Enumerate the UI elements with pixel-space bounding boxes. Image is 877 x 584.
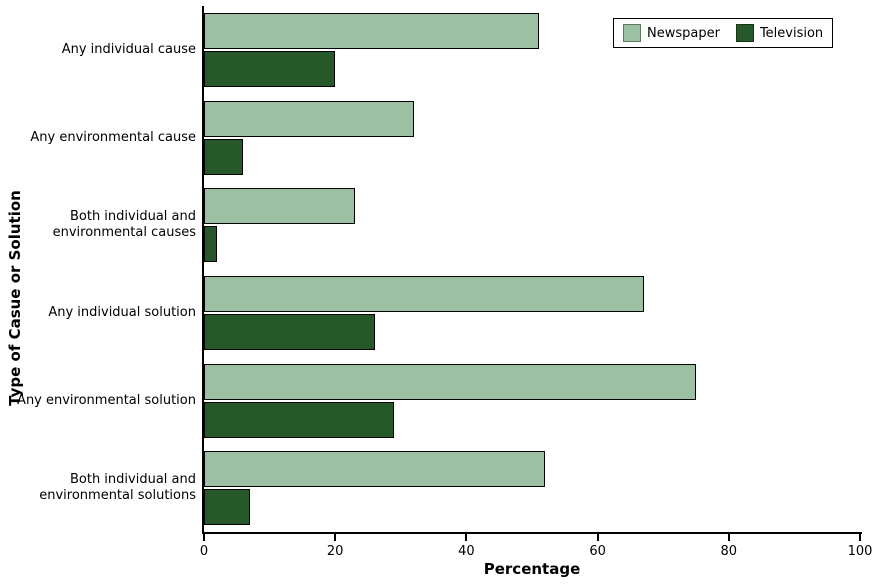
- category-label: Both individual and environmental solutio…: [39, 472, 196, 504]
- bar-newspaper-2: [204, 100, 414, 137]
- bar-television-6: [204, 489, 250, 526]
- legend-label-television: Television: [759, 25, 824, 41]
- bar-newspaper-6: [204, 451, 546, 488]
- x-axis-title: Percentage: [483, 560, 581, 578]
- bar-newspaper-1: [204, 12, 539, 49]
- y-axis-line: [202, 6, 204, 534]
- bar-television-2: [204, 138, 244, 175]
- x-axis-tick: [727, 534, 730, 541]
- category-label: Any individual cause: [61, 41, 196, 57]
- x-axis-tick-label: 0: [199, 544, 209, 559]
- bar-newspaper-5: [204, 363, 696, 400]
- category-label: Both individual and environmental causes: [52, 209, 196, 241]
- category-label: Any individual solution: [48, 304, 196, 320]
- x-axis-tick-label: 60: [589, 544, 606, 559]
- category-axis-labels: Any individual cause Any environmental ca…: [0, 6, 196, 532]
- x-axis-tick: [334, 534, 337, 541]
- bar-television-3: [204, 226, 218, 263]
- category-label: Any environmental cause: [30, 129, 196, 145]
- x-axis-tick-label: 100: [847, 544, 873, 559]
- legend-swatch-newspaper: [623, 24, 641, 42]
- bar-television-4: [204, 313, 375, 350]
- bar-newspaper-4: [204, 275, 644, 312]
- bar-newspaper-3: [204, 188, 355, 225]
- legend: Newspaper Television: [613, 18, 834, 48]
- x-axis-tick: [203, 534, 205, 541]
- x-axis-tick: [596, 534, 599, 541]
- plot-area: [204, 6, 860, 532]
- x-axis-tick: [859, 534, 861, 541]
- bar-television-1: [204, 50, 336, 87]
- legend-label-newspaper: Newspaper: [647, 25, 720, 41]
- x-axis-tick: [465, 534, 468, 541]
- x-axis-tick-label: 80: [720, 544, 738, 559]
- legend-swatch-television: [735, 24, 754, 42]
- x-axis-line: [202, 532, 862, 534]
- x-axis-tick-label: 20: [326, 544, 344, 559]
- bar-television-5: [204, 401, 395, 438]
- category-label: Any environmental solution: [17, 392, 196, 408]
- x-axis-tick-label: 40: [458, 544, 475, 559]
